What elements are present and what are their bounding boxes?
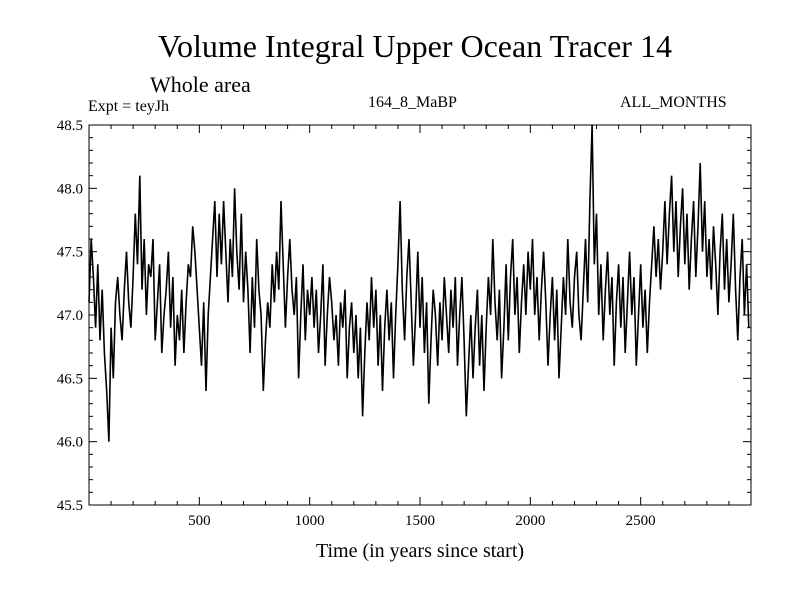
y-tick-label: 47.0 xyxy=(57,308,83,324)
x-tick-label: 2500 xyxy=(626,513,656,529)
x-tick-label: 500 xyxy=(188,513,211,529)
series-line-tracer-14 xyxy=(88,124,750,442)
y-tick-label: 48.0 xyxy=(57,181,83,197)
run-label: 164_8_MaBP xyxy=(368,94,457,111)
y-tick-label: 47.5 xyxy=(57,245,83,261)
y-tick-label: 48.5 xyxy=(57,118,83,134)
x-tick-label: 1500 xyxy=(405,513,435,529)
chart-subtitle: Whole area xyxy=(150,72,251,97)
months-label: ALL_MONTHS xyxy=(620,94,727,111)
experiment-label: Expt = teyJh xyxy=(88,98,170,115)
y-tick-label: 45.5 xyxy=(57,498,83,514)
chart-title: Volume Integral Upper Ocean Tracer 14 xyxy=(158,28,672,64)
x-tick-label: 1000 xyxy=(295,513,325,529)
y-tick-label: 46.5 xyxy=(57,371,83,387)
x-axis-title: Time (in years since start) xyxy=(316,540,524,562)
y-tick-label: 46.0 xyxy=(57,435,83,451)
x-tick-label: 2000 xyxy=(515,513,545,529)
